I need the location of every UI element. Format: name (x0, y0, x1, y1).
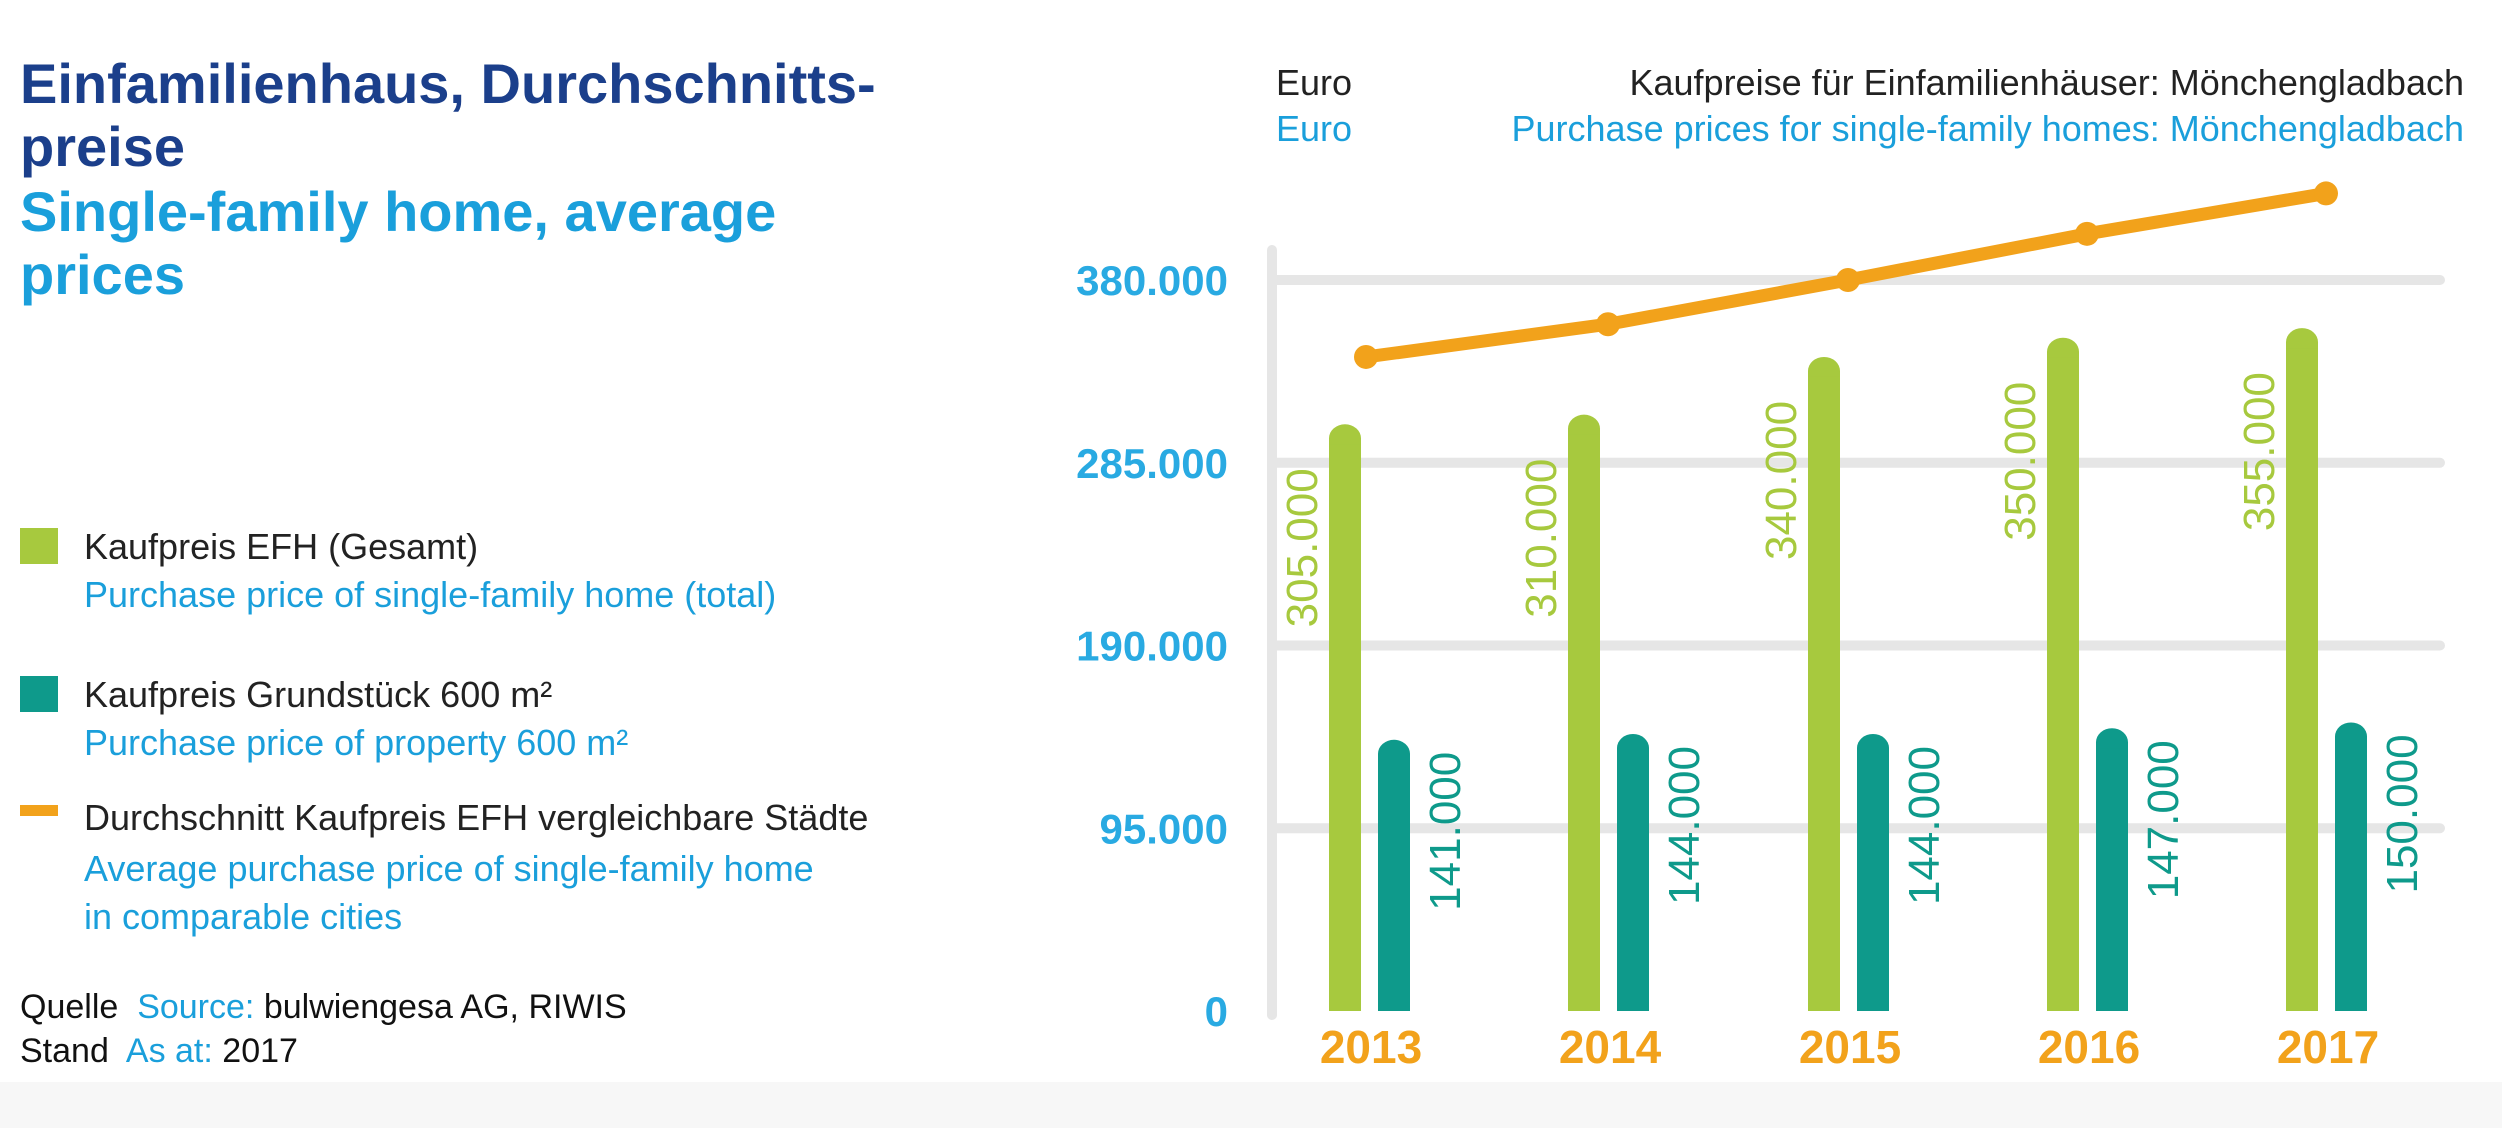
legend-label-de: Kaufpreis EFH (Gesamt) (84, 526, 479, 567)
bar-total-body (2047, 357, 2079, 1011)
chart-title-en: Purchase prices for single-family homes:… (1511, 108, 2464, 149)
legend-label-en: Purchase price of property 600 m² (84, 722, 629, 763)
x-tick-label: 2014 (1559, 1021, 1662, 1073)
average-point (1596, 312, 1620, 337)
bar-property-body (1857, 753, 1889, 1011)
bar-total-body (1329, 444, 1361, 1011)
unit-label-de: Euro (1276, 62, 1353, 103)
y-tick-label: 285.000 (1076, 440, 1228, 487)
legend-swatch-property (20, 676, 58, 712)
bar-property-label: 147.000 (2139, 740, 2188, 899)
legend-label-de: Kaufpreis Grundstück 600 m² (84, 674, 553, 715)
legend-swatch-average (20, 805, 58, 816)
y-tick-label: 95.000 (1100, 805, 1228, 852)
bottom-band (0, 1082, 2502, 1128)
stand-value: 2017 (222, 1032, 298, 1070)
average-point (2075, 221, 2099, 246)
bar-total-body (1568, 434, 1600, 1011)
bar-property-body (2096, 748, 2128, 1011)
source-value: bulwiengesa AG, RIWIS (263, 988, 627, 1026)
stand-line: Stand As at: 2017 (20, 1032, 298, 1071)
bar-total-body (2286, 348, 2318, 1011)
average-point (1354, 344, 1378, 369)
bar-property-body (1378, 759, 1410, 1011)
bar-total-body (1808, 376, 1840, 1011)
legend-label-de: Durchschnitt Kaufpreis EFH vergleichbare… (84, 797, 869, 838)
average-point (1836, 268, 1860, 292)
bar-property-body (2335, 742, 2367, 1011)
bar-property-label: 144.000 (1900, 746, 1949, 905)
average-point (2314, 181, 2338, 206)
stand-label-de: Stand (20, 1032, 109, 1070)
y-tick-label: 380.000 (1076, 257, 1228, 304)
bar-property-label: 141.000 (1421, 752, 1470, 911)
bar-total-label: 305.000 (1278, 468, 1327, 627)
y-tick-label: 0 (1205, 988, 1228, 1035)
bar-property-label: 144.000 (1660, 746, 1709, 905)
chart-title-de: Kaufpreise für Einfamilienhäuser: Mönche… (1629, 62, 2464, 103)
bar-total-label: 355.000 (2235, 372, 2284, 531)
legend-label-en: Average purchase price of single-family … (84, 848, 814, 937)
source-line: Quelle Source: bulwiengesa AG, RIWIS (20, 988, 627, 1027)
bar-total-label: 350.000 (1996, 382, 2045, 541)
stand-label-en: As at: (125, 1032, 213, 1070)
x-tick-label: 2015 (1799, 1021, 1901, 1073)
legend-label-en: Purchase price of single-family home (to… (84, 574, 777, 615)
bar-property-body (1617, 753, 1649, 1011)
source-label-de: Quelle (20, 988, 119, 1026)
x-tick-label: 2013 (1320, 1021, 1422, 1073)
y-tick-label: 190.000 (1076, 623, 1228, 670)
title-english: Single-family home, average prices (20, 180, 777, 306)
bar-total-label: 340.000 (1757, 401, 1806, 560)
x-tick-label: 2017 (2277, 1021, 2379, 1073)
x-tick-label: 2016 (2038, 1021, 2140, 1073)
legend-swatch-total (20, 528, 58, 564)
unit-label-en: Euro (1276, 108, 1353, 149)
source-label-en: Source: (137, 988, 255, 1026)
bar-property-label: 150.000 (2378, 734, 2427, 893)
bar-total-label: 310.000 (1517, 459, 1566, 618)
title-german: Einfamilienhaus, Durchschnitts-preise (20, 52, 876, 178)
